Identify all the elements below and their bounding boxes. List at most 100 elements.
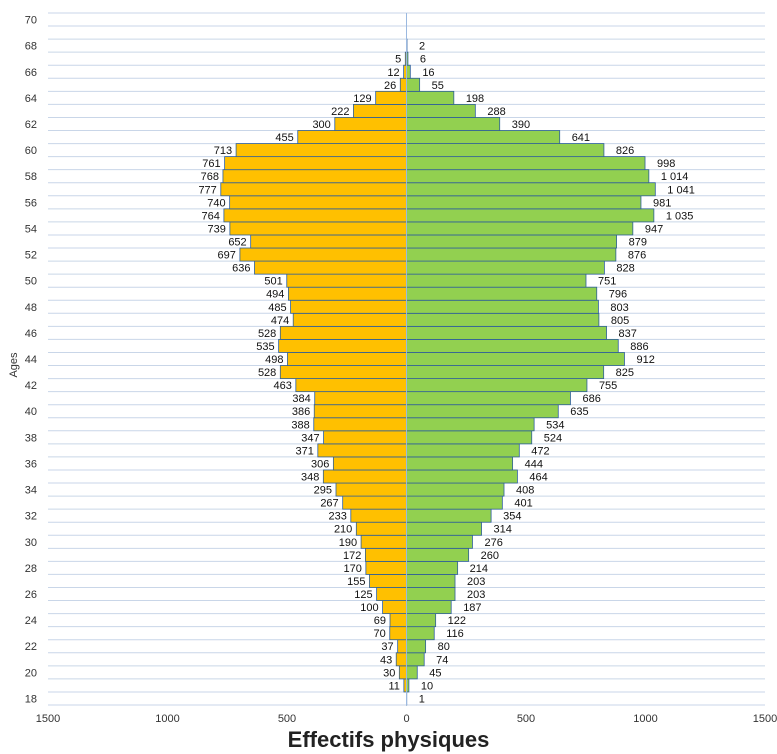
right-bar [406,613,437,628]
y-tick-label: 24 [25,615,37,627]
x-tick-label: 1000 [155,713,179,725]
left-bar-label: 501 [264,276,282,288]
right-bar [406,221,634,236]
right-bar-label: 10 [421,680,433,692]
y-tick-label: 36 [25,458,37,470]
right-bar [406,495,503,510]
left-bar [223,208,407,223]
right-bar-label: 444 [525,458,543,470]
right-bar [406,339,619,353]
left-bar [235,143,407,158]
right-bar-label: 803 [610,302,628,314]
right-bar [406,90,455,105]
right-bar-label: 1 035 [666,210,694,222]
right-bar-label: 828 [616,263,634,275]
left-bar-label: 300 [312,119,330,131]
left-bar [389,613,407,628]
left-bar [353,103,407,118]
left-bar-label: 636 [232,263,250,275]
left-bar-label: 100 [360,602,378,614]
right-bar-label: 837 [619,328,637,340]
left-bar [355,521,407,536]
y-tick-label: 68 [25,41,37,53]
right-bar-label: 16 [422,67,434,79]
y-tick-label: 46 [25,328,37,340]
left-bar-label: 30 [383,667,395,679]
x-axis-title: Effectifs physiques [287,727,490,752]
right-bar [406,117,501,131]
right-bar [406,534,473,549]
left-bar [399,77,407,92]
left-bar-label: 535 [256,341,274,353]
right-bar [406,521,482,536]
right-bar [406,365,605,379]
left-bar [224,156,407,171]
left-bar [288,286,407,301]
left-bar [297,130,407,144]
y-axis-label: Ages [8,352,20,378]
left-bar [369,574,407,588]
right-bar [406,456,514,471]
left-bar-label: 69 [374,615,386,627]
right-bar [406,417,535,432]
left-bar [229,195,407,210]
left-bar-label: 713 [214,145,232,157]
y-tick-label: 58 [25,171,37,183]
left-bar-label: 5 [395,54,401,66]
right-bar-label: 751 [598,276,616,288]
left-bar [287,352,407,366]
left-bar-label: 388 [291,419,309,431]
right-bar-label: 1 041 [667,184,695,196]
right-bar-label: 6 [420,54,426,66]
left-bar-label: 740 [207,197,225,209]
left-bar [389,626,407,641]
right-bar-label: 187 [463,602,481,614]
right-bar [406,378,588,393]
left-bar-label: 764 [202,210,220,222]
y-tick-label: 32 [25,511,37,523]
left-bar-label: 455 [275,132,293,144]
y-tick-label: 54 [25,223,37,235]
right-bar [406,234,617,249]
right-bar [406,404,559,419]
right-bar-label: 981 [653,197,671,209]
right-bar-label: 203 [467,589,485,601]
left-bar [322,469,407,484]
x-tick-label: 1500 [753,713,777,725]
left-bar [250,234,407,249]
right-bar-label: 524 [544,432,562,444]
left-bar [313,417,407,432]
right-bar [406,482,505,497]
left-bar [332,456,407,471]
left-bar [335,482,407,497]
right-bar-label: 276 [484,537,502,549]
left-bar [360,534,407,549]
right-bar [406,352,625,366]
left-bar-label: 306 [311,458,329,470]
right-bar-label: 998 [657,158,675,170]
right-bar-label: 203 [467,576,485,588]
y-tick-label: 70 [25,15,37,27]
y-tick-label: 44 [25,354,37,366]
y-tick-label: 60 [25,145,37,157]
right-bar [406,560,459,575]
left-bar [239,247,407,262]
right-bar-label: 55 [432,80,444,92]
right-bar-label: 2 [419,41,425,53]
right-bar-label: 805 [611,315,629,327]
left-bar-label: 485 [268,302,286,314]
y-tick-label: 42 [25,380,37,392]
left-bar-label: 233 [328,511,346,523]
left-bar-label: 347 [301,432,319,444]
right-bar [406,626,435,641]
left-bar-label: 125 [354,589,372,601]
left-bar-label: 170 [344,563,362,575]
right-bar-label: 45 [429,667,441,679]
left-bar-label: 384 [292,393,310,405]
left-bar-label: 12 [387,67,399,79]
right-bar [406,260,605,275]
left-bar-label: 371 [295,445,313,457]
right-bar-label: 74 [436,654,448,666]
x-tick-label: 1000 [633,713,657,725]
left-bar-label: 43 [380,654,392,666]
